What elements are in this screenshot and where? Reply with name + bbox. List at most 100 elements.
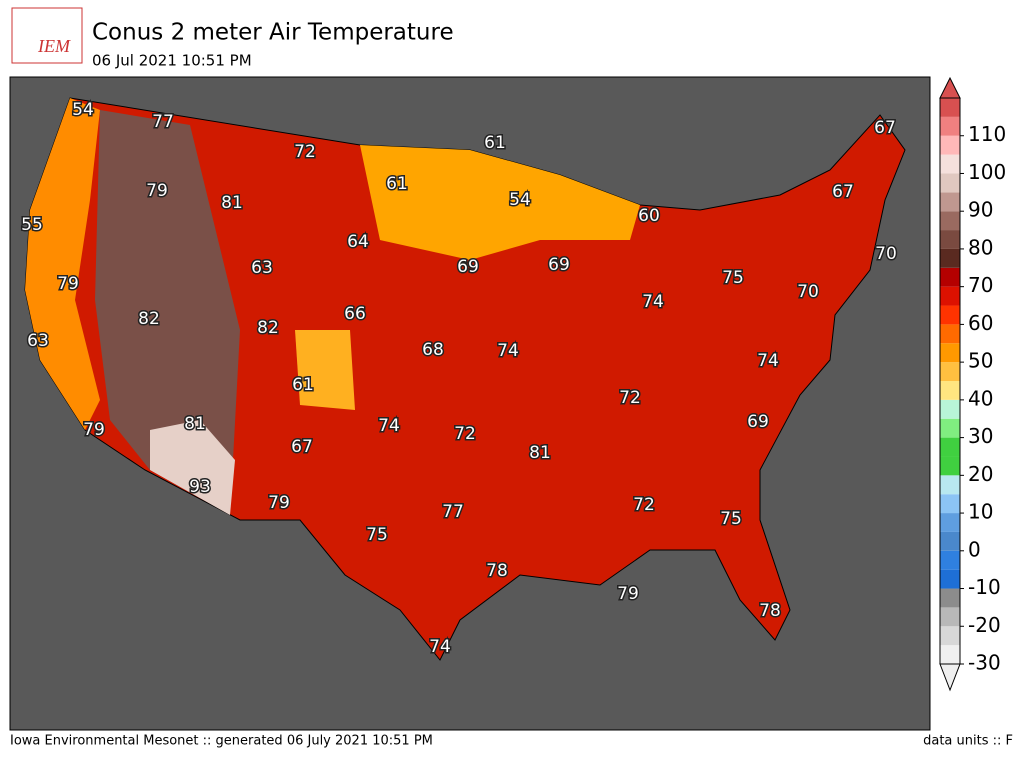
station-label: 63 — [27, 331, 49, 351]
subtitle: 06 Jul 2021 10:51 PM — [92, 52, 252, 70]
upper-midwest — [360, 145, 640, 260]
desert — [150, 420, 235, 515]
colorbar-tick-label: 50 — [968, 349, 993, 373]
station-label: 74 — [757, 351, 779, 371]
station-label: 68 — [422, 340, 444, 360]
footer-left: Iowa Environmental Mesonet :: generated … — [10, 734, 433, 749]
footer-right: data units :: F — [923, 734, 1013, 749]
colorbar-bin — [940, 607, 960, 627]
station-label: 54 — [72, 100, 94, 120]
station-label: 67 — [291, 437, 313, 457]
logo: IEM — [37, 36, 71, 56]
station-label: 79 — [57, 274, 79, 294]
logo-box — [11, 7, 83, 64]
station-label: 72 — [454, 424, 476, 444]
colorbar-extend-top — [939, 76, 961, 99]
colorbar-tick-label: -30 — [968, 651, 1001, 675]
title: Conus 2 meter Air Temperature — [92, 20, 454, 46]
station-label: 82 — [138, 309, 160, 329]
colorbar-bin — [940, 211, 960, 231]
station-label: 61 — [292, 375, 314, 395]
station-label: 78 — [486, 561, 508, 581]
station-label: 74 — [429, 637, 451, 657]
colorbar-bin — [940, 437, 960, 457]
colorbar-bin — [940, 588, 960, 608]
colorbar-frame — [939, 97, 961, 665]
station-label: 69 — [548, 255, 570, 275]
station-label: 74 — [642, 292, 664, 312]
colorbar-bin — [940, 116, 960, 136]
station-label: 70 — [797, 282, 819, 302]
station-label: 78 — [759, 601, 781, 621]
station-label: 64 — [347, 232, 369, 252]
colorbar: -30 -20 -10 0 10 20 30 40 50 60 70 80 90 100 110 — [939, 76, 1006, 692]
station-label: 69 — [747, 412, 769, 432]
colorbar-bin — [940, 98, 960, 117]
colorbar-bin — [940, 173, 960, 193]
colorbar-bin — [940, 645, 960, 664]
colorbar-tick-label: 30 — [968, 424, 993, 448]
station-label: 79 — [146, 181, 168, 201]
colorbar-tick-label: 10 — [968, 500, 993, 524]
station-label: 93 — [189, 477, 211, 497]
colorbar-bin — [940, 343, 960, 363]
station-label: 79 — [617, 584, 639, 604]
station-label: 75 — [366, 525, 388, 545]
station-label: 81 — [221, 193, 243, 213]
station-label: 70 — [875, 244, 897, 264]
colorbar-tick-label: 20 — [968, 462, 993, 486]
station-label: 55 — [21, 215, 43, 235]
station-label: 72 — [294, 142, 316, 162]
colorbar-extend-bottom — [939, 663, 961, 692]
colorbar-bin — [940, 475, 960, 495]
station-label: 69 — [457, 257, 479, 277]
station-label: 61 — [386, 174, 408, 194]
station-label: 61 — [484, 133, 506, 153]
station-label: 79 — [268, 493, 290, 513]
station-label: 67 — [874, 118, 896, 138]
colorbar-bin — [940, 286, 960, 306]
station-label: 74 — [497, 341, 519, 361]
station-label: 63 — [251, 258, 273, 278]
station-label: 72 — [633, 495, 655, 515]
colorbar-bin — [940, 324, 960, 344]
colorbar-bin — [940, 569, 960, 589]
colorado — [295, 330, 355, 410]
great-basin — [95, 110, 240, 515]
colorbar-tick-label: 60 — [968, 311, 993, 335]
colorbar-bin — [940, 399, 960, 419]
colorbar-bin — [940, 456, 960, 476]
station-label: 81 — [529, 443, 551, 463]
station-label: 72 — [619, 388, 641, 408]
station-label: 75 — [722, 268, 744, 288]
colorbar-bin — [940, 418, 960, 438]
station-label: 75 — [720, 509, 742, 529]
station-label: 82 — [257, 318, 279, 338]
colorbar-bin — [940, 192, 960, 212]
colorbar-bin — [940, 267, 960, 287]
colorbar-tick-label: 110 — [968, 122, 1006, 146]
colorbar-bin — [940, 494, 960, 514]
colorbar-bin — [940, 381, 960, 400]
colorbar-bin — [940, 230, 960, 249]
station-label: 77 — [152, 112, 174, 132]
colorbar-bin — [940, 531, 960, 551]
colorbar-tick-label: -10 — [968, 575, 1001, 599]
station-label: 66 — [344, 304, 366, 324]
station-label: 81 — [184, 414, 206, 434]
colorbar-bin — [940, 550, 960, 570]
colorbar-bin — [940, 305, 960, 325]
station-label: 60 — [638, 206, 660, 226]
station-label: 67 — [832, 182, 854, 202]
station-label: 79 — [83, 420, 105, 440]
colorbar-bin — [940, 154, 960, 174]
map: 54 77 72 61 67 61 79 81 54 60 67 55 64 69 69 70 63 75 79 70… — [9, 76, 931, 731]
colorbar-tick-label: 90 — [968, 198, 993, 222]
colorbar-bin — [940, 362, 960, 381]
colorbar-tick-label: 80 — [968, 235, 993, 259]
colorbar-bin — [940, 513, 960, 532]
station-label: 54 — [509, 190, 531, 210]
colorbar-tick-label: 70 — [968, 273, 993, 297]
warm-coast — [25, 98, 100, 430]
